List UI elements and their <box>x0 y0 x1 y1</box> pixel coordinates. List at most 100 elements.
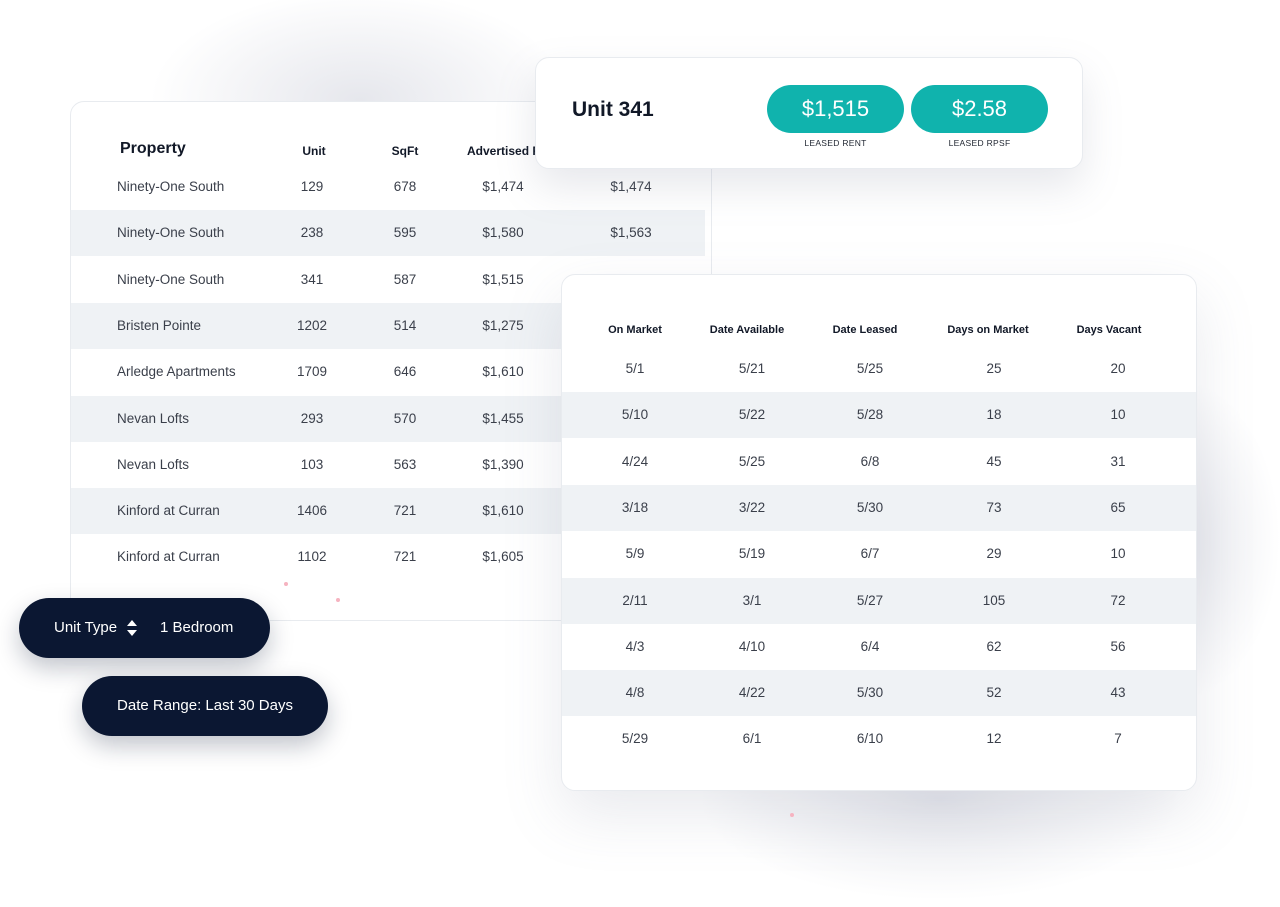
unit-type-value: 1 Bedroom <box>160 619 234 636</box>
unit-cell: 129 <box>300 179 324 194</box>
date-range-label: Date Range: Last 30 Days <box>117 697 293 714</box>
date-leased-cell: 6/10 <box>856 731 884 747</box>
column-header-property[interactable]: Property <box>120 140 186 157</box>
table-row[interactable]: 5/29 6/1 6/10 12 7 <box>562 716 1196 762</box>
table-row[interactable]: 5/1 5/21 5/25 25 20 <box>562 346 1196 392</box>
table-row[interactable]: 4/8 4/22 5/30 52 43 <box>562 670 1196 717</box>
table-row[interactable]: 3/18 3/22 5/30 73 65 <box>562 484 1196 531</box>
column-header-on-market[interactable]: On Market <box>608 324 662 336</box>
on-market-cell: 5/10 <box>621 407 649 423</box>
date-available-cell: 3/22 <box>738 499 766 515</box>
advertised-rent-cell: $1,610 <box>482 503 524 519</box>
property-cell: Ninety-One South <box>117 179 225 194</box>
table-row[interactable]: 4/3 4/10 6/4 62 56 <box>562 624 1196 670</box>
column-header-date-available[interactable]: Date Available <box>709 324 785 336</box>
days-vacant-cell: 7 <box>1114 731 1122 747</box>
advertised-rent-cell: $1,455 <box>482 410 524 426</box>
days-vacant-cell: 56 <box>1110 638 1126 654</box>
days-vacant-cell: 20 <box>1110 361 1126 376</box>
table-row[interactable]: 2/11 3/1 5/27 105 72 <box>562 577 1196 624</box>
column-header-sqft[interactable]: SqFt <box>391 144 419 158</box>
on-market-cell: 4/24 <box>621 453 649 469</box>
advertised-rent-cell: $1,474 <box>482 179 524 194</box>
sqft-cell: 646 <box>393 364 417 380</box>
date-leased-cell: 6/8 <box>860 453 880 469</box>
days-on-market-cell: 62 <box>986 638 1002 654</box>
advertised-rent-cell: $1,580 <box>482 225 524 241</box>
leased-rent-cell: $1,563 <box>610 225 652 241</box>
days-vacant-cell: 10 <box>1110 546 1126 562</box>
date-leased-cell: 6/4 <box>860 638 880 654</box>
advertised-rent-cell: $1,515 <box>482 271 524 287</box>
table-row[interactable]: 4/24 5/25 6/8 45 31 <box>562 439 1196 485</box>
decorative-dot <box>284 582 288 586</box>
date-available-cell: 4/10 <box>738 638 766 654</box>
table-row[interactable]: Arledge Apartments 1709 646 $1,610 <box>71 349 705 395</box>
leased-rent-cell: $1,474 <box>610 179 652 194</box>
date-available-cell: 5/21 <box>738 361 766 376</box>
column-header-advertised-rent[interactable]: Advertised R <box>467 144 542 158</box>
leased-rpsf-label: LEASED RPSF <box>948 138 1011 148</box>
days-vacant-cell: 65 <box>1110 499 1126 515</box>
sqft-cell: 563 <box>393 456 417 472</box>
on-market-cell: 4/8 <box>625 685 645 701</box>
unit-cell: 341 <box>300 271 324 287</box>
sort-toggle-icon <box>127 620 137 636</box>
column-header-days-on-market[interactable]: Days on Market <box>947 324 1029 336</box>
days-on-market-cell: 25 <box>986 361 1002 376</box>
market-timeline-table-card: On Market Date Available Date Leased Day… <box>561 274 1197 791</box>
date-leased-cell: 5/27 <box>856 592 884 608</box>
days-on-market-cell: 29 <box>986 546 1002 562</box>
on-market-cell: 4/3 <box>625 638 645 654</box>
advertised-rent-cell: $1,275 <box>482 317 524 333</box>
column-header-days-vacant[interactable]: Days Vacant <box>1076 324 1142 336</box>
table-row[interactable]: Ninety-One South 341 587 $1,515 <box>71 257 705 303</box>
property-cell: Bristen Pointe <box>117 317 202 333</box>
table-row[interactable]: Ninety-One South 238 595 $1,580 $1,563 <box>71 210 705 257</box>
decorative-dot <box>336 598 340 602</box>
column-header-unit[interactable]: Unit <box>302 144 326 158</box>
date-leased-cell: 6/7 <box>860 546 880 562</box>
advertised-rent-cell: $1,605 <box>482 549 524 565</box>
days-vacant-cell: 72 <box>1110 592 1126 608</box>
column-header-date-leased[interactable]: Date Leased <box>832 324 898 336</box>
days-on-market-cell: 73 <box>986 499 1002 515</box>
date-available-cell: 4/22 <box>738 685 766 701</box>
sqft-cell: 678 <box>393 179 417 194</box>
sqft-cell: 514 <box>393 317 417 333</box>
table-row[interactable]: Nevan Lofts 103 563 $1,390 <box>71 442 705 488</box>
property-cell: Ninety-One South <box>117 271 225 287</box>
property-cell: Kinford at Curran <box>117 549 220 565</box>
on-market-cell: 2/11 <box>622 592 648 608</box>
date-available-cell: 6/1 <box>742 731 762 747</box>
date-available-cell: 3/1 <box>742 592 762 608</box>
date-available-cell: 5/25 <box>738 453 766 469</box>
date-range-selector[interactable]: Date Range: Last 30 Days <box>82 676 328 736</box>
unit-cell: 1202 <box>296 317 328 333</box>
days-on-market-cell: 18 <box>986 407 1002 423</box>
on-market-cell: 3/18 <box>621 499 649 515</box>
days-on-market-cell: 12 <box>986 731 1002 747</box>
sqft-cell: 595 <box>393 225 417 241</box>
leased-rent-label: LEASED RENT <box>804 138 867 148</box>
property-cell: Nevan Lofts <box>117 410 190 426</box>
sqft-cell: 721 <box>393 549 417 565</box>
unit-type-selector[interactable]: Unit Type 1 Bedroom <box>19 598 270 658</box>
date-available-cell: 5/19 <box>738 546 766 562</box>
table-row[interactable]: 5/10 5/22 5/28 18 10 <box>562 392 1196 439</box>
date-available-cell: 5/22 <box>738 407 766 423</box>
on-market-cell: 5/9 <box>625 546 645 562</box>
days-on-market-cell: 105 <box>982 592 1006 608</box>
table-row[interactable]: Ninety-One South 129 678 $1,474 $1,474 <box>71 164 705 210</box>
unit-cell: 238 <box>300 225 324 241</box>
advertised-rent-cell: $1,610 <box>482 364 524 380</box>
sqft-cell: 570 <box>393 410 417 426</box>
property-cell: Arledge Apartments <box>117 364 236 380</box>
table-row[interactable]: 5/9 5/19 6/7 29 10 <box>562 531 1196 577</box>
property-cell: Kinford at Curran <box>117 503 220 519</box>
unit-cell: 103 <box>300 456 324 472</box>
decorative-dot <box>790 813 794 817</box>
days-on-market-cell: 52 <box>986 685 1002 701</box>
table-row[interactable]: Kinford at Curran 1102 721 $1,605 <box>71 534 705 580</box>
leased-rent-badge: $1,515 <box>767 85 904 133</box>
